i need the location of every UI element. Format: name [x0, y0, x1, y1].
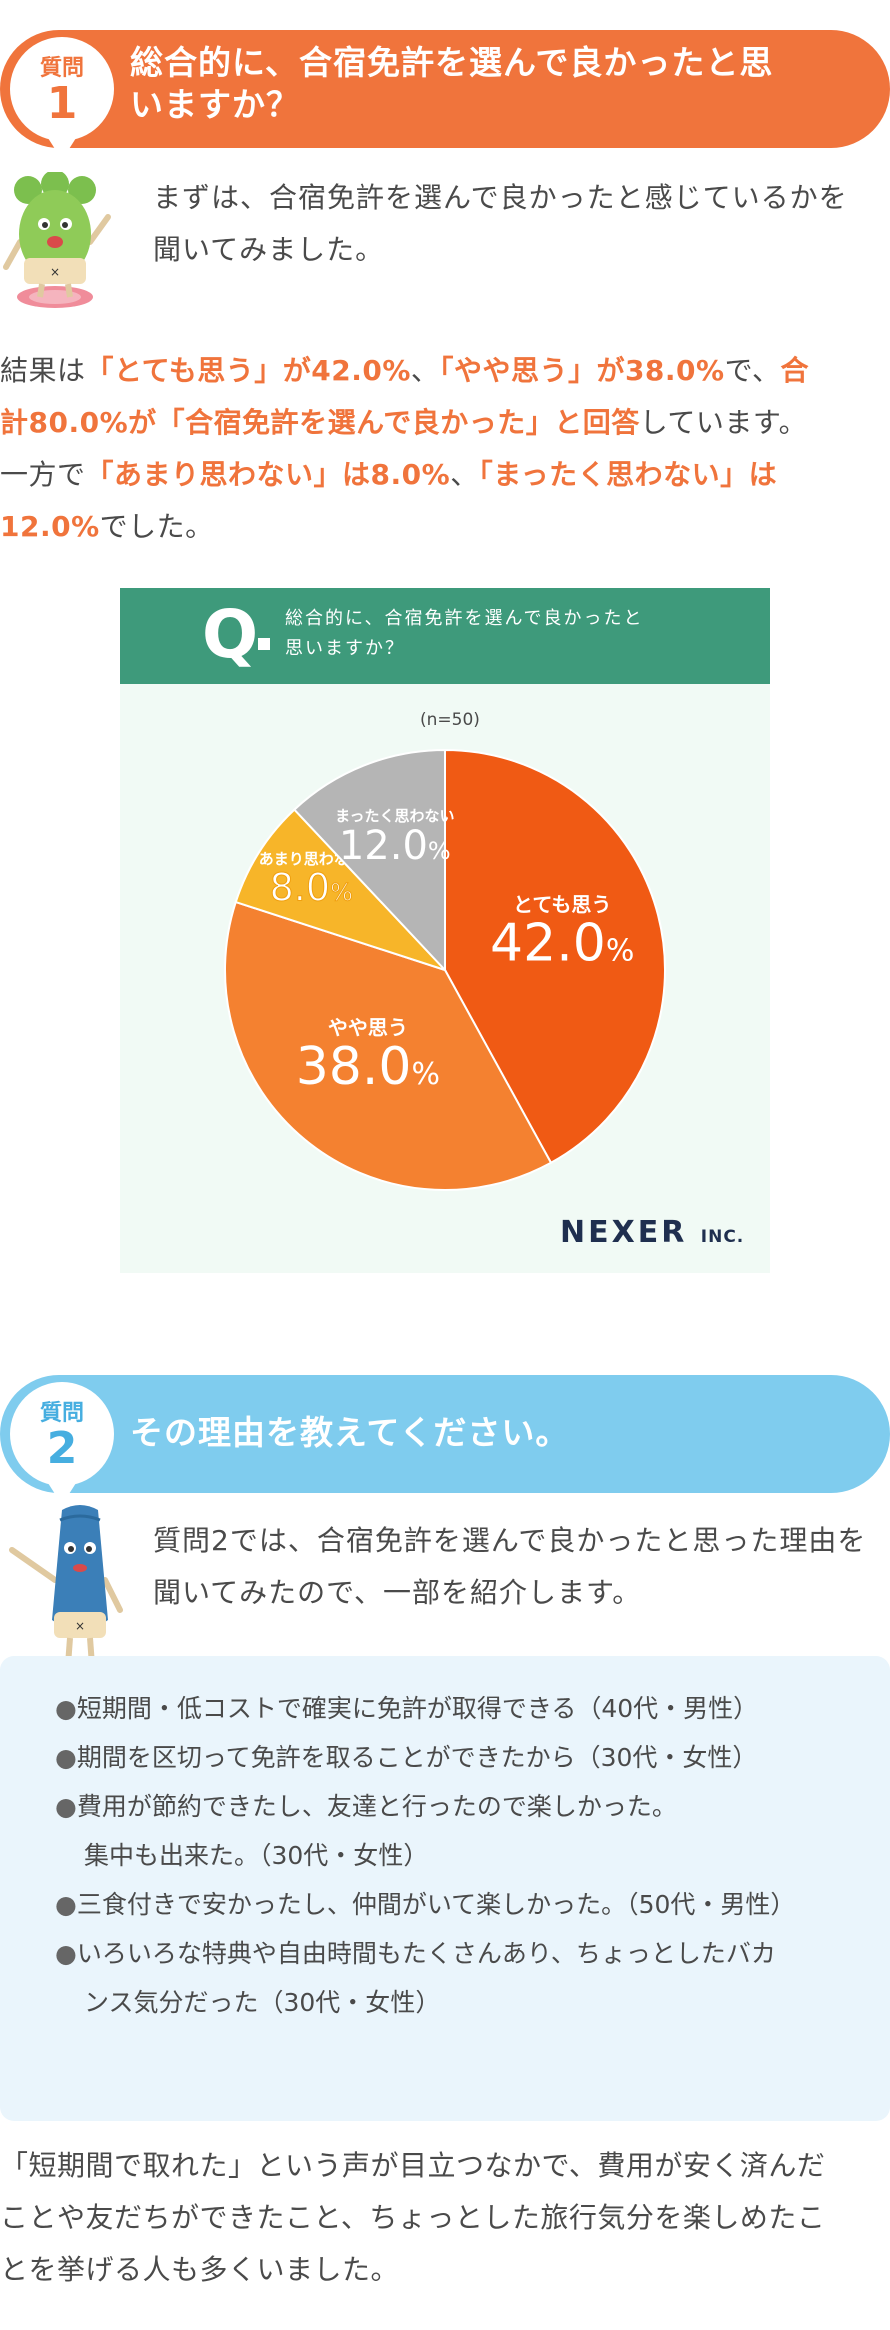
question-number: 2: [46, 1423, 78, 1474]
badge-tail: [48, 138, 76, 160]
chart-q-dot: [258, 638, 270, 650]
pie-slice: [292, 748, 446, 973]
list-item: ●三食付きで安かったし、仲間がいて楽しかった。（50代・男性）: [55, 1890, 796, 1919]
slice-value: 42.0%: [490, 914, 634, 974]
pie-slice: [234, 808, 446, 971]
badge-tail: [48, 1483, 76, 1505]
question-1-badge: 質問 1: [10, 37, 114, 141]
question-2-title: その理由を教えてください。: [130, 1413, 570, 1452]
question-1-intro: まずは、合宿免許を選んで良かったと感じているかを 聞いてみました。: [153, 181, 848, 266]
list-item: ●費用が節約できたし、友達と行ったので楽しかった。 集中も出来た。（30代・女性）: [55, 1792, 677, 1870]
blue-mascot-icon: ×: [9, 1505, 123, 1677]
reasons-list: ●短期間・低コストで確実に免許が取得できる（40代・男性） ●期間を区切って免許…: [55, 1684, 865, 2027]
chart-header: Q 総合的に、合宿免許を選んで良かったと 思いますか？: [120, 588, 770, 684]
chart-question: 総合的に、合宿免許を選んで良かったと 思いますか？: [285, 608, 644, 659]
pie-chart: とても思う42.0%やや思う38.0%あまり思わない8.0%まったく思わない12…: [224, 748, 666, 1191]
list-item: ●期間を区切って免許を取ることができたから（30代・女性）: [55, 1743, 758, 1772]
list-item: ●いろいろな特典や自由時間もたくさんあり、ちょっとしたバカ ンス気分だった（30代…: [55, 1939, 776, 2017]
question-2-banner: [0, 1375, 890, 1493]
question-label: 質問: [39, 1401, 84, 1426]
question-2-intro: 質問2では、合宿免許を選んで良かったと思った理由を 聞いてみたので、一部を紹介し…: [153, 1524, 867, 1609]
sample-size: (n=50): [420, 710, 480, 730]
pie-chart-panel: Q 総合的に、合宿免許を選んで良かったと 思いますか？ (n=50) とても思う…: [120, 588, 770, 1273]
slice-label: やや思う: [328, 1016, 408, 1040]
svg-text:×: ×: [50, 265, 60, 279]
pie-slice: [444, 748, 666, 1165]
reasons-box: ●短期間・低コストで確実に免許が取得できる（40代・男性） ●期間を区切って免許…: [0, 1656, 890, 2121]
question-number: 1: [46, 78, 78, 129]
question-label: 質問: [39, 56, 84, 81]
question-1-banner: [0, 30, 890, 148]
closing-paragraph: 「短期間で取れた」という声が目立つなかで、費用が安く済んだ ことや友だちができた…: [0, 2149, 826, 2286]
nexer-logo: NEXER INC.: [560, 1215, 745, 1250]
slice-value: 12.0%: [339, 823, 451, 869]
question-1-title: 総合的に、合宿免許を選んで良かったと思 いますか？: [130, 43, 774, 124]
result-paragraph: 結果は「とても思う」が42.0%、「やや思う」が38.0%で、合 計80.0%が…: [0, 354, 809, 543]
chart-q-letter: Q: [202, 596, 259, 673]
question-2-badge: 質問 2: [10, 1382, 114, 1486]
green-mascot-icon: ×: [3, 172, 111, 308]
list-item: ●短期間・低コストで確実に免許が取得できる（40代・男性）: [55, 1694, 759, 1723]
slice-value: 38.0%: [296, 1037, 440, 1097]
slice-label: まったく思わない: [335, 807, 454, 825]
pie-slice: [224, 900, 553, 1191]
slice-label: とても思う: [513, 892, 611, 916]
svg-text:×: ×: [75, 1619, 85, 1633]
slice-value: 8.0%: [270, 865, 353, 909]
